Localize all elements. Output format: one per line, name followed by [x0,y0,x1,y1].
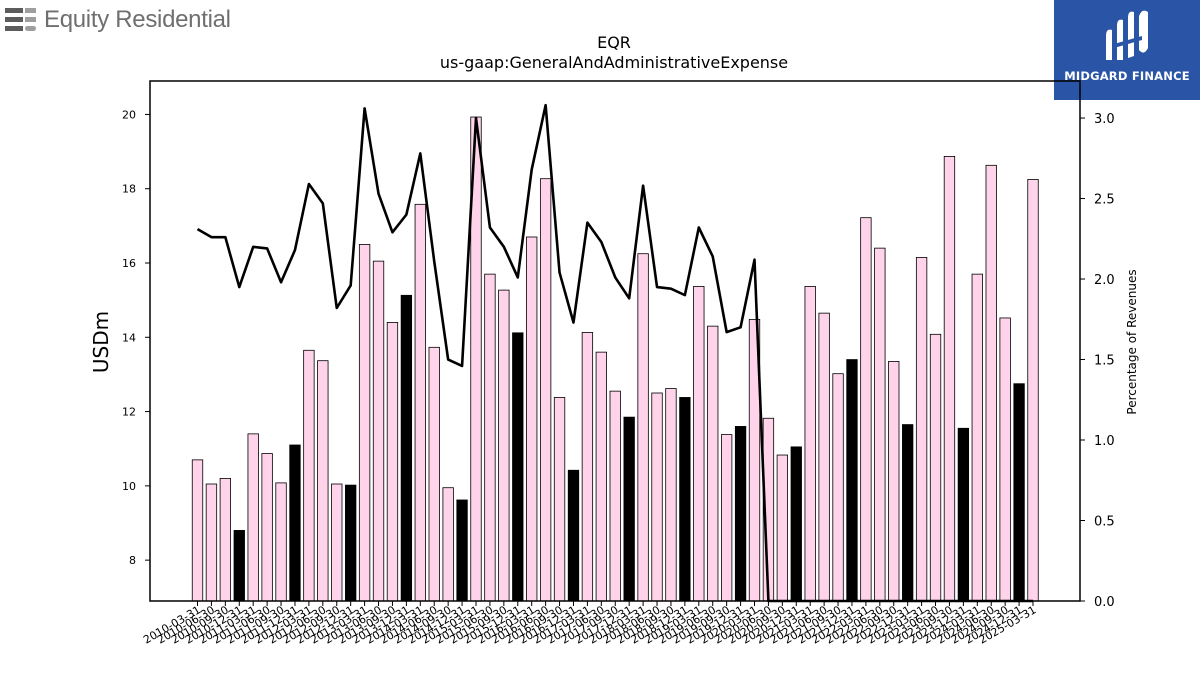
bar [637,253,649,602]
bar [414,203,426,602]
bar [790,446,802,602]
y2-tick-label: 2.0 [1094,273,1115,288]
equity-residential-logo: Equity Residential [4,4,231,36]
bar [846,359,858,602]
y-tick-label: 10 [122,480,136,493]
bar [804,285,816,602]
bar [595,351,607,602]
bar [693,285,705,602]
bar [1013,383,1025,602]
chart-title: EQR [597,33,631,52]
bars [191,116,1039,602]
midgard-finance-logo-text: MIDGARD FINANCE [1064,69,1190,83]
bar [902,424,914,602]
bar [776,454,788,602]
midgard-finance-logo-icon [1106,10,1148,61]
bar [623,416,635,602]
y-tick-label: 12 [122,406,136,419]
bar [888,361,900,602]
bar [191,459,204,602]
y2-tick-label: 3.0 [1094,112,1115,127]
y2-axis-label: Percentage of Revenues [1125,269,1139,414]
bar [665,388,677,602]
midgard-finance-logo: MIDGARD FINANCE [1054,0,1200,100]
bar [275,482,287,602]
y-tick-label: 8 [129,554,136,567]
bar [303,349,315,602]
y-axis-label: USDm [89,311,113,373]
bar [317,360,329,602]
bar [860,217,872,602]
bar [734,426,747,602]
bar [553,397,566,602]
y2-tick-label: 0.5 [1094,515,1115,530]
equity-residential-logo-icon [5,8,36,31]
bar [832,373,844,602]
y-tick-label: 14 [122,331,136,344]
bar [651,392,663,602]
bar [219,478,232,602]
bar [957,427,970,602]
bar [818,312,830,602]
bar [707,325,719,602]
bar [915,257,928,602]
y2-tick-label: 0.0 [1094,595,1115,610]
bar [999,317,1011,602]
bar [1027,179,1039,602]
y-tick-label: 16 [122,257,136,270]
bar [512,332,524,602]
bar [289,444,301,602]
bar [456,499,468,602]
bar [386,322,399,602]
bar [609,390,621,602]
y2-tick-label: 2.5 [1094,193,1115,208]
bar [539,178,552,602]
bar [205,483,218,602]
bar [971,273,983,602]
bar [372,260,385,602]
y-tick-label: 18 [122,183,136,196]
bar [331,483,343,602]
bar [985,164,997,602]
bar [721,434,733,602]
bar [484,273,496,602]
bar [679,397,691,602]
bar [261,453,273,602]
bar [526,236,538,602]
bar [498,289,510,602]
bar [943,155,956,602]
bar [874,247,886,602]
bar [247,433,259,602]
bar [400,294,413,602]
equity-residential-logo-text: Equity Residential [44,6,231,33]
chart-subtitle: us-gaap:GeneralAndAdministrativeExpense [440,53,788,72]
bar [428,346,440,602]
y2-tick-label: 1.0 [1094,434,1115,449]
bar [345,484,357,602]
bar [442,487,454,602]
y-tick-label: 20 [122,108,136,121]
axes: 81012141618200.00.51.01.52.02.53.02010-0… [122,80,1115,647]
bar [233,530,245,602]
bar [358,244,371,602]
bar [567,469,580,602]
bar [929,333,942,602]
y2-tick-label: 1.5 [1094,354,1115,369]
bar [581,332,594,602]
